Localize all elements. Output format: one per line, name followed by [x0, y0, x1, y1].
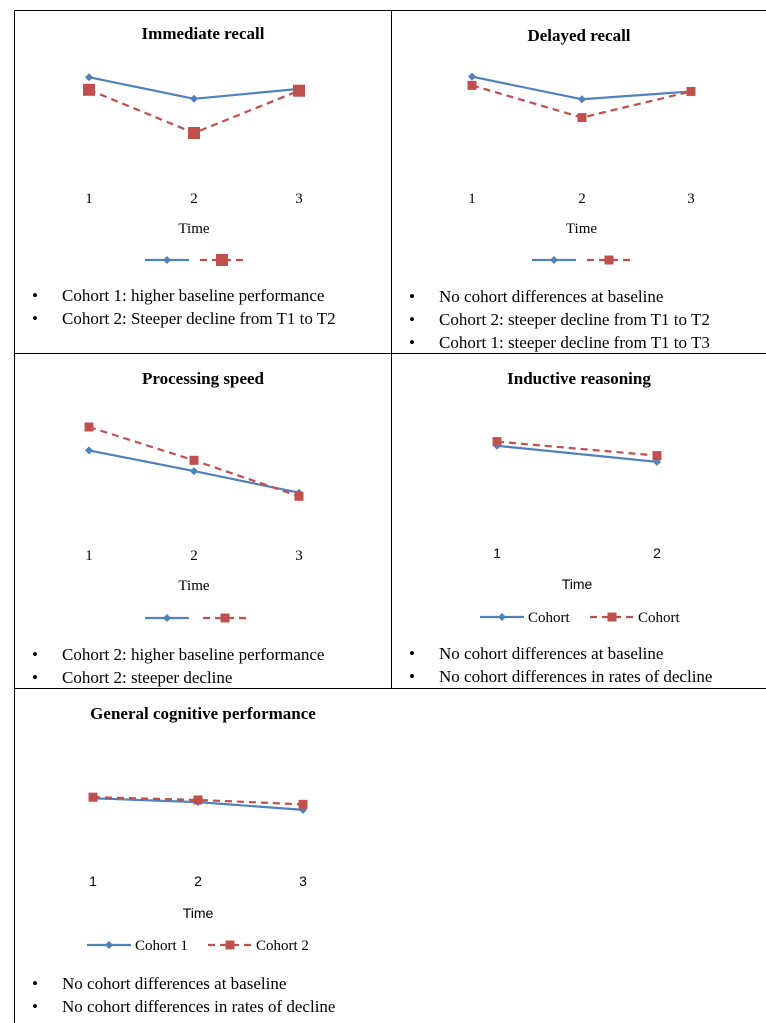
series-2-point — [216, 254, 228, 266]
note-item: Cohort 1: steeper decline from T1 to T3 — [392, 331, 710, 354]
line-chart: 1 2 3 Time — [467, 72, 696, 265]
x-axis-label: Time — [178, 578, 209, 594]
series-2-point — [686, 86, 696, 96]
note-item: No cohort differences in rates of declin… — [15, 995, 335, 1018]
x-axis-label: Time — [183, 905, 214, 921]
panel-title: Inductive reasoning — [507, 369, 651, 388]
legend-label: Cohort — [528, 610, 571, 626]
x-tick-label: 3 — [295, 191, 303, 207]
x-tick-label: 2 — [578, 191, 586, 207]
x-axis-label: Time — [178, 221, 209, 237]
panel-title: Immediate recall — [141, 24, 265, 43]
series-2-line — [496, 440, 658, 457]
note-item: Cohort 2: steeper decline — [15, 666, 324, 689]
series-1-point — [190, 94, 198, 103]
panel-general-cognitive-performance: General cognitive performance 1 2 3 Time Coh… — [15, 689, 391, 1023]
line-chart: 1 2 Time Cohort Cohort — [480, 437, 681, 626]
panel-processing-speed: Processing speed 1 2 3 Time Cohort 2: highe… — [15, 354, 391, 689]
x-tick-label: 3 — [687, 191, 695, 207]
note-item: Cohort 2: higher baseline performance — [15, 643, 324, 666]
series-2-point — [189, 455, 199, 465]
notes-list: No cohort differences at baseline Cohort… — [392, 285, 710, 354]
note-item: Cohort 2: steeper decline from T1 to T2 — [392, 308, 710, 331]
notes-list: No cohort differences at baseline No coh… — [392, 642, 712, 688]
x-tick-label: 1 — [89, 873, 97, 889]
x-tick-label: 3 — [295, 548, 303, 564]
series-1-point — [163, 614, 171, 622]
series-2-point — [83, 83, 95, 96]
series-2-point — [225, 940, 235, 950]
x-tick-label: 1 — [85, 191, 93, 207]
legend-label: Cohort 1 — [135, 938, 188, 954]
panel-title: Processing speed — [142, 369, 264, 388]
series-2-point — [293, 84, 305, 97]
x-axis-label: Time — [562, 576, 593, 592]
legend-label: Cohort — [638, 610, 681, 626]
series-2-point — [604, 255, 614, 265]
series-2-point — [467, 80, 477, 90]
series-1-point — [85, 73, 93, 82]
line-chart: 1 2 3 Time — [83, 73, 305, 266]
note-item: No cohort differences in rates of declin… — [392, 665, 712, 688]
x-tick-label: 2 — [194, 873, 202, 889]
series-2-point — [88, 792, 98, 802]
panel-delayed-recall: Delayed recall 1 2 3 Time No cohort differe… — [392, 11, 766, 354]
x-tick-label: 3 — [299, 873, 307, 889]
series-2-point — [220, 613, 230, 623]
x-tick-label: 1 — [493, 545, 501, 561]
series-2-point — [188, 127, 200, 139]
series-2-point — [294, 491, 304, 501]
series-1-point — [105, 941, 113, 949]
series-2-point — [492, 437, 502, 447]
series-1-point — [468, 72, 476, 81]
series-1-point — [550, 256, 558, 264]
series-2-point — [298, 799, 308, 809]
series-1-point — [299, 805, 307, 814]
x-tick-label: 2 — [653, 545, 661, 561]
series-1-point — [190, 467, 198, 476]
series-2-point — [652, 451, 662, 461]
series-1-point — [653, 457, 661, 466]
series-2-point — [193, 795, 203, 805]
panel-title: General cognitive performance — [90, 704, 316, 723]
x-axis-label: Time — [566, 221, 597, 237]
series-1-point — [498, 613, 506, 621]
legend-label: Cohort 2 — [256, 938, 309, 954]
line-chart: 1 2 3 Time — [84, 422, 304, 623]
notes-list: No cohort differences at baseline No coh… — [15, 972, 335, 1018]
note-item: No cohort differences at baseline — [15, 972, 335, 995]
line-chart: 1 2 3 Time Cohort 1 Cohort 2 — [87, 792, 309, 954]
x-tick-label: 2 — [190, 548, 198, 564]
notes-list: Cohort 2: higher baseline performance Co… — [15, 643, 324, 689]
series-1-point — [163, 256, 171, 264]
x-tick-label: 1 — [468, 191, 476, 207]
note-item: Cohort 2: Steeper decline from T1 to T2 — [15, 307, 336, 330]
note-item: No cohort differences at baseline — [392, 642, 712, 665]
series-2-point — [84, 422, 94, 432]
series-1-point — [578, 95, 586, 104]
series-1-point — [85, 446, 93, 455]
panel-inductive-reasoning: Inductive reasoning 1 2 Time Cohort Cohort N… — [392, 354, 766, 688]
x-tick-label: 1 — [85, 548, 93, 564]
note-item: Cohort 1: higher baseline performance — [15, 284, 336, 307]
note-item: No cohort differences at baseline — [392, 285, 710, 308]
series-1-line — [496, 444, 658, 463]
x-tick-label: 2 — [190, 191, 198, 207]
notes-list: Cohort 1: higher baseline performance Co… — [15, 284, 336, 330]
panel-title: Delayed recall — [527, 26, 631, 45]
series-2-point — [577, 113, 587, 123]
panel-immediate-recall: Immediate recall 1 2 3 Time Cohort 1: highe… — [15, 11, 391, 353]
series-2-point — [607, 612, 617, 622]
